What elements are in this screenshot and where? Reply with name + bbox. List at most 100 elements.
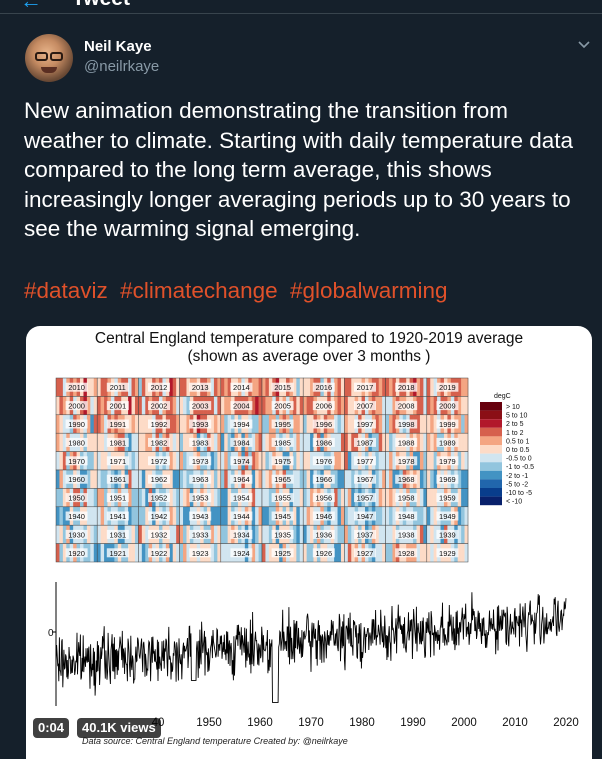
arrow-left-icon[interactable]: ← [20, 0, 42, 13]
heatmap-stripe [351, 378, 355, 397]
heatmap-stripe [296, 470, 301, 489]
year-label-bg [354, 493, 376, 503]
year-label-bg [148, 401, 170, 411]
heatmap-stripe [220, 470, 225, 489]
heatmap-stripe [169, 470, 174, 489]
year-label: 1925 [274, 549, 291, 558]
heatmap-stripe [337, 451, 342, 470]
heatmap-stripe [251, 396, 256, 415]
heatmap-stripe [347, 470, 352, 489]
heatmap-stripe [141, 414, 146, 434]
year-label: 2015 [274, 383, 291, 392]
heatmap-stripe [90, 525, 95, 544]
year-label-bg [106, 456, 129, 466]
heatmap-stripe [93, 378, 98, 397]
heatmap-stripe [134, 396, 139, 415]
year-label: 1949 [439, 512, 456, 521]
heatmap-stripe [310, 488, 314, 507]
year-label-bg [395, 548, 418, 558]
heatmap-stripe [433, 525, 438, 544]
tweet-line: weather to climate. Starting with daily … [24, 127, 574, 153]
heatmap-stripe [392, 488, 397, 507]
heatmap-stripe [457, 525, 462, 544]
year-label-bg [271, 401, 294, 411]
heatmap-stripe [303, 451, 307, 470]
year-label-bg [436, 456, 459, 466]
heatmap-stripe [169, 543, 174, 562]
year-label: 1957 [357, 494, 374, 503]
heatmap-stripe [169, 378, 174, 397]
heatmap-stripe [93, 488, 98, 507]
heatmap-stripe [169, 506, 174, 526]
heatmap-stripe [251, 451, 256, 470]
heatmap-stripe [227, 433, 232, 452]
heatmap-stripe [186, 525, 191, 544]
heatmap-stripe [128, 396, 132, 415]
year-label: 1964 [233, 475, 250, 484]
year-label-bg [230, 511, 253, 521]
heatmap-stripe [426, 488, 431, 507]
heatmap-stripe [344, 451, 349, 470]
year-label: 1943 [192, 512, 209, 521]
heatmap-stripe [385, 525, 390, 544]
video-player[interactable]: Central England temperature compared to … [26, 326, 592, 759]
heatmap-stripe [461, 470, 465, 489]
heatmap-stripe [183, 378, 187, 397]
heatmap-stripe [426, 543, 431, 562]
year-label: 2005 [274, 402, 291, 411]
heatmap-stripe [464, 396, 469, 415]
author-handle[interactable]: @neilrkaye [84, 58, 160, 75]
heatmap-stripe [382, 433, 386, 452]
hashtag-link[interactable]: #globalwarming [289, 278, 448, 303]
legend-swatch [480, 427, 502, 437]
legend-label: -10 to -5 [506, 490, 532, 497]
heatmap-stripe [265, 506, 270, 526]
heatmap-stripe [62, 378, 67, 397]
heatmap-stripe [268, 525, 273, 544]
heatmap-stripe [128, 451, 132, 470]
heatmap-stripe [183, 525, 187, 544]
year-label-bg [189, 382, 212, 392]
heatmap-stripe [389, 433, 393, 452]
hashtag-link[interactable]: #climatechange [120, 278, 278, 303]
heatmap-stripe [169, 433, 174, 452]
heatmap-stripe [56, 414, 60, 434]
heatmap-stripe [464, 451, 469, 470]
year-label: 1990 [68, 420, 85, 429]
year-label: 1936 [315, 530, 332, 539]
heatmap-stripe [303, 525, 307, 544]
heatmap-stripe [86, 470, 91, 489]
heatmap-stripe [299, 506, 304, 526]
heatmap-stripe [430, 433, 434, 452]
heatmap-stripe [419, 506, 424, 526]
heatmap-stripe [351, 488, 355, 507]
year-label-bg [148, 548, 170, 558]
year-label: 1920 [68, 549, 85, 558]
heatmap-stripe [179, 506, 184, 526]
video-views-badge: 40.1K views [77, 718, 161, 738]
heatmap-stripe [141, 506, 146, 526]
heatmap-stripe [340, 506, 345, 526]
heatmap-stripe [258, 396, 263, 415]
author-name[interactable]: Neil Kaye [84, 38, 152, 55]
x-tick-label: 1950 [196, 717, 222, 729]
year-label-bg [106, 474, 129, 484]
chevron-down-icon[interactable] [576, 36, 592, 52]
heatmap-stripe [86, 414, 91, 434]
heatmap-stripe [310, 543, 314, 562]
heatmap-stripe [268, 414, 273, 434]
hashtag-link[interactable]: #dataviz [24, 278, 108, 303]
heatmap-stripe [224, 433, 228, 452]
heatmap-stripe [382, 396, 386, 415]
heatmap-stripe [210, 433, 215, 452]
heatmap-stripe [433, 543, 438, 562]
heatmap-stripe [255, 543, 259, 562]
year-label: 1976 [315, 457, 332, 466]
heatmap-stripe [179, 433, 184, 452]
heatmap-stripe [59, 543, 64, 562]
avatar[interactable] [25, 34, 73, 82]
heatmap-stripe [423, 396, 428, 415]
tweet-line: compared to the long term average, this … [24, 157, 492, 182]
heatmap-stripe [100, 451, 105, 470]
year-label: 2016 [315, 383, 332, 392]
